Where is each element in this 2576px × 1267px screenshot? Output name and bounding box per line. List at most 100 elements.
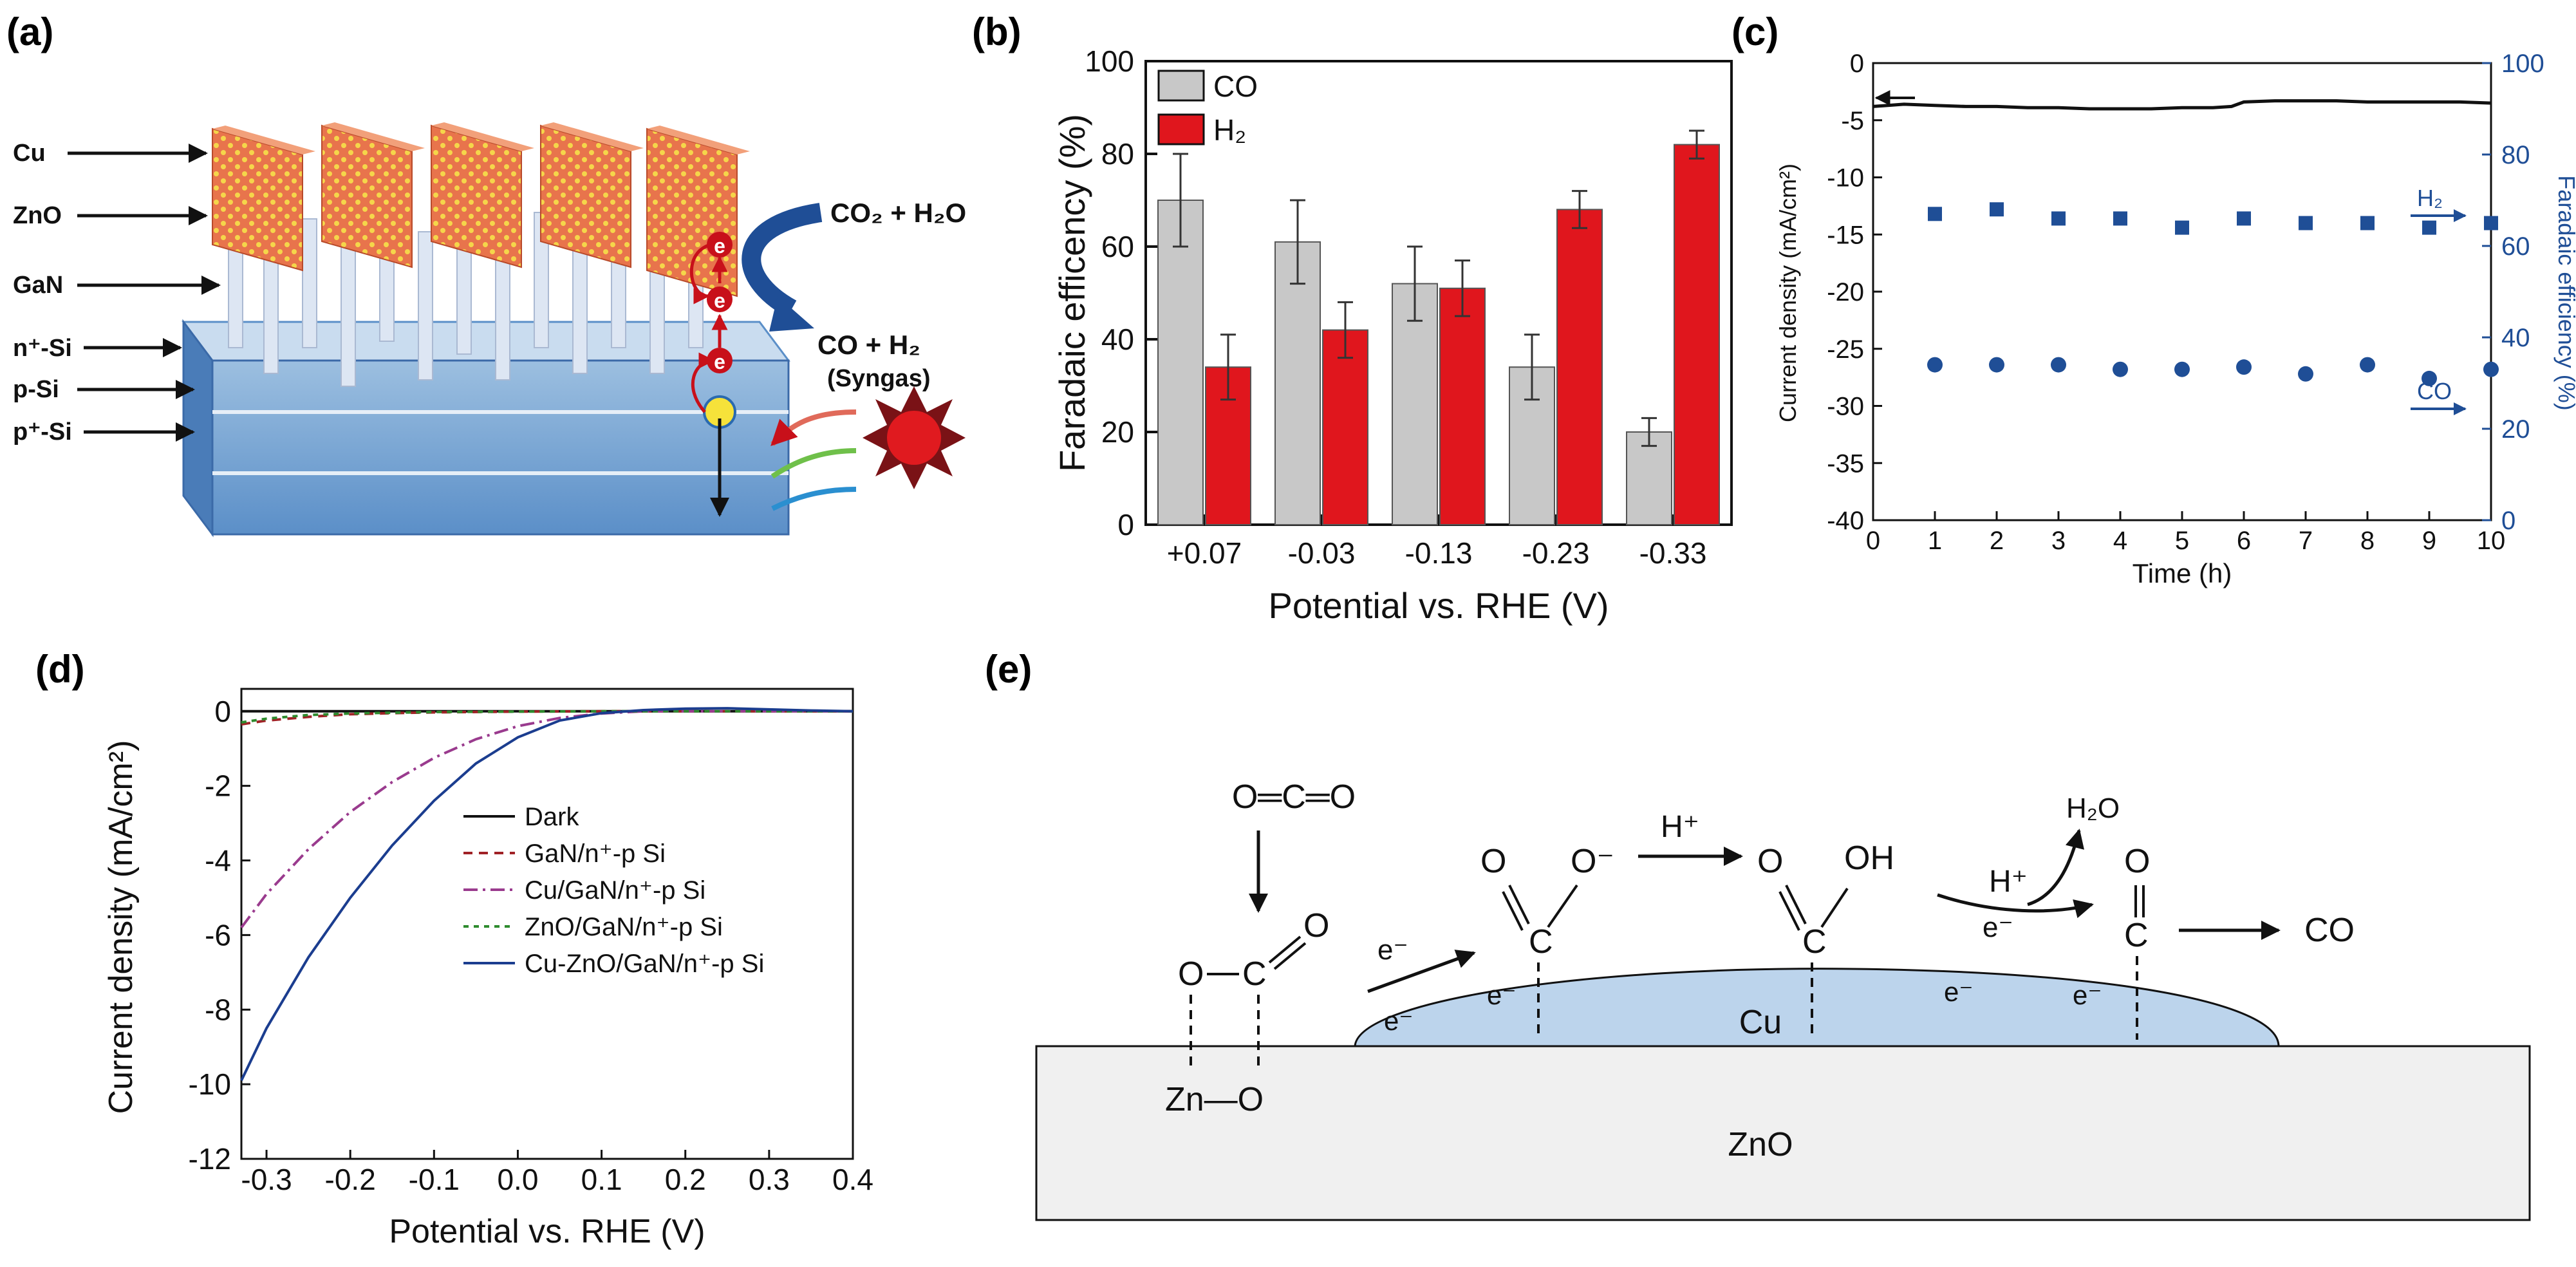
x-tick-label: -0.2 xyxy=(325,1163,376,1196)
x-tick-label: 5 xyxy=(2175,527,2189,555)
h2-fe-point xyxy=(2360,216,2375,230)
x-tick-label: 0 xyxy=(1866,527,1880,555)
dehydration-arrow xyxy=(1937,893,2094,919)
cu-electron: e⁻ xyxy=(1944,977,1974,1007)
panel-d-frame xyxy=(240,688,854,1160)
panel-a-label: (a) xyxy=(6,10,53,53)
y-tick-label: 0 xyxy=(1117,508,1134,541)
svg-text:e: e xyxy=(714,289,725,312)
y-tick-label: 20 xyxy=(1101,415,1134,449)
co-c: C xyxy=(2124,917,2149,954)
panel-b-x-ticks: +0.07 -0.03 -0.13 -0.23 -0.33 xyxy=(1167,514,1707,570)
h2-fe-point xyxy=(2299,216,2313,230)
proton-label-2: H⁺ xyxy=(1989,865,2028,899)
cu-particle xyxy=(1354,968,2280,1047)
x-tick-label: 7 xyxy=(2299,527,2313,555)
electron-icon xyxy=(707,232,733,258)
y-tick-label: 0 xyxy=(214,695,231,728)
x-tick-label: -0.13 xyxy=(1405,536,1473,570)
legend-label-2: Cu/GaN/n⁺-p Si xyxy=(525,876,705,905)
h2-fe-point xyxy=(2113,211,2127,226)
h2-fe-point xyxy=(1928,207,1942,221)
zn-o-bond: Zn—O xyxy=(1165,1081,1264,1118)
y2-tick-label: 20 xyxy=(2501,415,2530,444)
light-ray-red xyxy=(770,409,857,446)
legend-label-co: CO xyxy=(1213,70,1258,103)
y-tick-label: -2 xyxy=(205,769,231,803)
light-ray-green xyxy=(770,448,857,479)
x-tick-label: -0.1 xyxy=(409,1163,460,1196)
bar-h2 xyxy=(1439,287,1486,525)
layer-label-n-si: n⁺-Si xyxy=(13,335,72,362)
cooh-oh: OH xyxy=(1844,840,1894,877)
bar-h2 xyxy=(1556,209,1603,525)
y-tick-label: 60 xyxy=(1101,230,1134,263)
y-tick-label: -35 xyxy=(1827,449,1864,478)
x-tick-label: 0.1 xyxy=(581,1163,622,1196)
cu-electron: e⁻ xyxy=(1487,980,1517,1010)
svg-text:e: e xyxy=(714,234,725,258)
cu-zno-sheets xyxy=(212,122,750,297)
panel-c-x-axis-title: Time (h) xyxy=(2133,558,2232,588)
h2-fe-point xyxy=(2422,220,2436,235)
series-line-4 xyxy=(240,707,854,1082)
light-ray-blue xyxy=(771,487,857,511)
x-tick-label: 2 xyxy=(1990,527,2004,555)
panel-c-y-axis-title: Current density (mA/cm²) xyxy=(1775,164,1801,422)
h2-series-label: H₂ xyxy=(2417,185,2443,211)
x-tick-label: 0.3 xyxy=(749,1163,790,1196)
y-tick-label: -10 xyxy=(1827,164,1864,192)
electron-icon xyxy=(707,286,733,312)
y-tick-label: -20 xyxy=(1827,278,1864,306)
co-fe-point xyxy=(2360,357,2375,373)
panel-c-label: (c) xyxy=(1731,10,1778,53)
product-label: CO + H₂ xyxy=(817,330,920,360)
co-fe-point xyxy=(2236,359,2252,375)
silicon-substrate xyxy=(182,319,790,538)
panel-c-axes: 0 1 2 3 4 5 6 7 8 9 10 -40 -35 -30 -25 -20 -15 -10 -5 0 0 20 4… xyxy=(1827,50,2544,555)
x-tick-label: 6 xyxy=(2237,527,2251,555)
reaction: CO₂ + H₂O CO + H₂ (Syngas) xyxy=(742,198,966,392)
x-tick-label: 3 xyxy=(2051,527,2066,555)
series-line-1 xyxy=(241,709,853,726)
zno-label: ZnO xyxy=(1728,1126,1793,1163)
layer-label-cu: Cu xyxy=(13,140,46,167)
co-fe-point xyxy=(2422,370,2437,386)
y2-tick-label: 100 xyxy=(2501,50,2544,78)
panel-d-y-axis-title: Current density (mA/cm²) xyxy=(102,740,140,1114)
y2-tick-label: 80 xyxy=(2501,141,2530,169)
x-tick-label: 0.2 xyxy=(665,1163,706,1196)
x-tick-label: 9 xyxy=(2422,527,2436,555)
y-tick-label: -25 xyxy=(1827,335,1864,364)
panel-b-x-axis-title: Potential vs. RHE (V) xyxy=(1268,585,1609,626)
panel-e: (e) ZnO Cu O═C═O O C O Zn—O e⁻ O C O⁻ H⁺… xyxy=(985,648,2531,1221)
co-fe-point xyxy=(2174,361,2190,377)
x-tick-label: 1 xyxy=(1928,527,1942,555)
panel-d-label: (d) xyxy=(35,648,85,691)
legend-label-0: Dark xyxy=(525,803,579,831)
x-tick-label: -0.23 xyxy=(1522,536,1590,570)
bar-co xyxy=(1509,366,1555,526)
h2-fe-point xyxy=(2484,216,2498,230)
coo-c: C xyxy=(1529,923,1553,961)
panel-d: (d) -0.3 -0.2 -0.1 0.0 0.1 0.2 0.3 0.4-12-10-8-… xyxy=(35,648,873,1250)
legend-label-3: ZnO/GaN/n⁺-p Si xyxy=(525,913,723,941)
x-tick-label: -0.33 xyxy=(1639,536,1707,570)
bar-h2 xyxy=(1674,144,1720,526)
bar-co xyxy=(1626,431,1672,525)
electron-path: e e e xyxy=(689,232,736,517)
co-o: O xyxy=(2124,843,2150,880)
bar-h2 xyxy=(1322,329,1368,525)
panel-b-label: (b) xyxy=(972,10,1022,53)
cooh-c: C xyxy=(1802,923,1827,961)
x-tick-label: 4 xyxy=(2113,527,2127,555)
x-tick-label: 0.4 xyxy=(832,1163,873,1196)
y-tick-label: 80 xyxy=(1101,137,1134,171)
panel-c-y2-axis-title: Faradaic efficiency (%) xyxy=(2553,175,2576,410)
bar-co xyxy=(1274,241,1321,525)
y-tick-label: -10 xyxy=(189,1067,231,1101)
layer-label-gan: GaN xyxy=(13,272,63,299)
co-fe-point xyxy=(1989,357,2004,373)
coo-o: O xyxy=(1480,843,1506,880)
co-fe-point xyxy=(2051,357,2066,373)
